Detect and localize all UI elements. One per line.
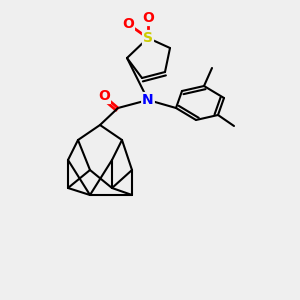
Text: O: O	[122, 17, 134, 31]
Text: O: O	[98, 89, 110, 103]
Text: S: S	[143, 31, 153, 45]
Text: N: N	[142, 93, 154, 107]
Text: O: O	[142, 11, 154, 25]
